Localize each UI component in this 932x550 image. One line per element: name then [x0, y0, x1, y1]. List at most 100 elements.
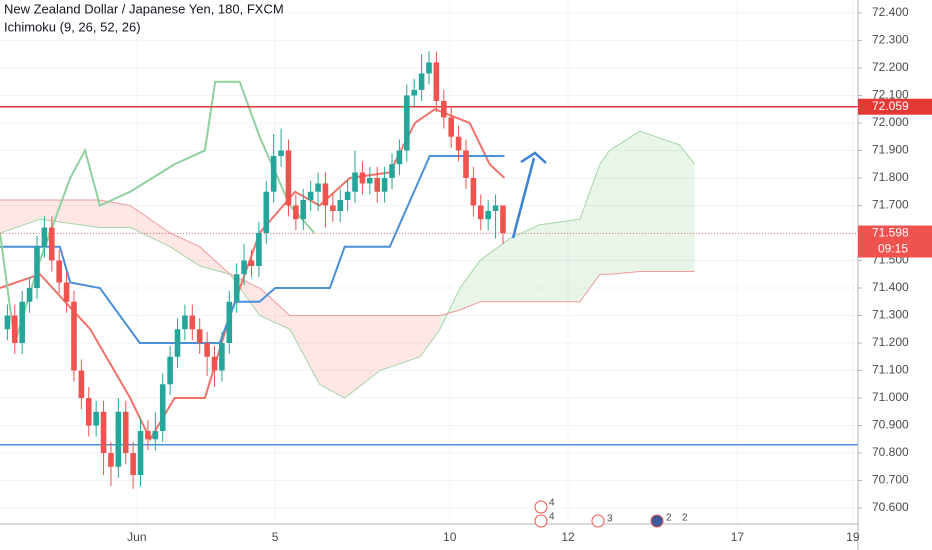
candle-body — [137, 431, 144, 476]
candle-body — [337, 199, 344, 211]
y-tick-label: 72.300 — [872, 33, 909, 47]
candle-body — [455, 136, 462, 151]
candle-body — [41, 227, 48, 247]
candle-body — [256, 232, 262, 266]
indicator-line — [0, 108, 506, 442]
candle-body — [71, 301, 77, 371]
x-tick-label: 5 — [272, 530, 279, 544]
candle-body — [63, 282, 70, 302]
cloud-fill — [289, 315, 320, 385]
candle-body — [219, 343, 225, 371]
candle-body — [440, 100, 447, 118]
candle-body — [4, 315, 11, 330]
candle-body — [448, 117, 454, 137]
candle-body — [19, 301, 25, 344]
cloud-fill — [539, 219, 580, 302]
cloud-fill — [170, 232, 200, 266]
candle-body — [322, 183, 329, 206]
y-tick-label: 70.700 — [872, 473, 909, 487]
candle-body — [433, 62, 440, 101]
price-label: 72.059 — [872, 99, 909, 113]
countdown-label: 09:15 — [878, 242, 908, 256]
candle-body — [485, 210, 491, 220]
candle-body — [189, 315, 196, 330]
chart-title: New Zealand Dollar / Japanese Yen, 180, … — [4, 1, 284, 16]
candle-body — [278, 150, 284, 156]
events: 4 4 3 2 2 — [534, 498, 688, 528]
y-tick-label: 72.100 — [872, 88, 909, 102]
candle-body — [426, 62, 432, 74]
candle-body — [330, 205, 336, 211]
price-axis — [858, 0, 932, 550]
x-tick-label: Jun — [127, 530, 146, 544]
candle-body — [307, 191, 314, 200]
candle-body — [367, 177, 373, 184]
candle-body — [293, 205, 299, 220]
cloud-fill — [460, 260, 481, 310]
candle-body — [477, 205, 484, 220]
cloud-fill — [0, 199, 40, 233]
event-count: 2 — [682, 513, 688, 524]
y-tick-label: 72.000 — [872, 115, 909, 129]
candle-body — [167, 356, 173, 385]
y-tick-label: 71.800 — [872, 170, 909, 184]
candle-body — [108, 453, 114, 467]
indicator-label: Ichimoku (9, 26, 52, 26) — [4, 19, 141, 34]
last-price-bg — [858, 225, 932, 258]
event-count: 4 — [549, 512, 555, 523]
candle-body — [344, 191, 351, 200]
last-price-label: 71.598 — [872, 226, 909, 240]
y-tick-label: 71.900 — [872, 143, 909, 157]
candle-body — [404, 95, 410, 151]
cloud-fill — [420, 315, 441, 357]
candle-body — [389, 164, 395, 178]
y-tick-label: 70.800 — [872, 445, 909, 459]
indicator-line — [0, 154, 505, 345]
candle-body — [263, 191, 270, 233]
x-tick-label: 10 — [443, 530, 457, 544]
cloud-fill — [380, 315, 421, 371]
candle-body — [159, 384, 166, 432]
y-tick-label: 71.700 — [872, 198, 909, 212]
y-tick-label: 72.200 — [872, 60, 909, 74]
event-icon — [534, 500, 548, 514]
event-icon — [534, 514, 548, 528]
candle-body — [315, 183, 321, 192]
candle-body — [463, 150, 469, 178]
cloud-fill — [130, 205, 171, 247]
candle-body — [115, 411, 122, 467]
cloud-fill — [480, 238, 510, 302]
cloud-fill — [679, 144, 695, 272]
cloud-fill — [609, 131, 640, 275]
candle-body — [381, 177, 388, 192]
event-count: 4 — [549, 498, 555, 509]
candle-body — [204, 343, 210, 357]
candle-body — [56, 260, 62, 283]
candle-body — [11, 315, 18, 344]
cloud-fill — [639, 131, 680, 272]
span-a-line — [0, 130, 695, 399]
candle-body — [411, 89, 418, 96]
y-tick-label: 71.000 — [872, 390, 909, 404]
candle-body — [152, 431, 159, 440]
candle-body — [34, 246, 40, 288]
candle-body — [48, 227, 55, 261]
candle-body — [270, 155, 277, 192]
candle-body — [211, 356, 218, 371]
x-tick-label: 12 — [561, 530, 575, 544]
event-icon — [591, 514, 605, 528]
candle-body — [300, 199, 307, 220]
candle-body — [285, 150, 292, 206]
candle-body — [374, 177, 381, 192]
candle-body — [470, 177, 477, 206]
candle-body — [352, 172, 358, 192]
event-count: 2 — [666, 513, 672, 524]
cloud-fill — [599, 150, 610, 275]
candle-body — [100, 411, 107, 454]
candle-body — [226, 301, 233, 344]
x-tick-label: 19 — [846, 530, 860, 544]
y-tick-label: 71.300 — [872, 308, 909, 322]
cloud-fill — [509, 224, 540, 302]
event-count: 3 — [607, 514, 613, 525]
